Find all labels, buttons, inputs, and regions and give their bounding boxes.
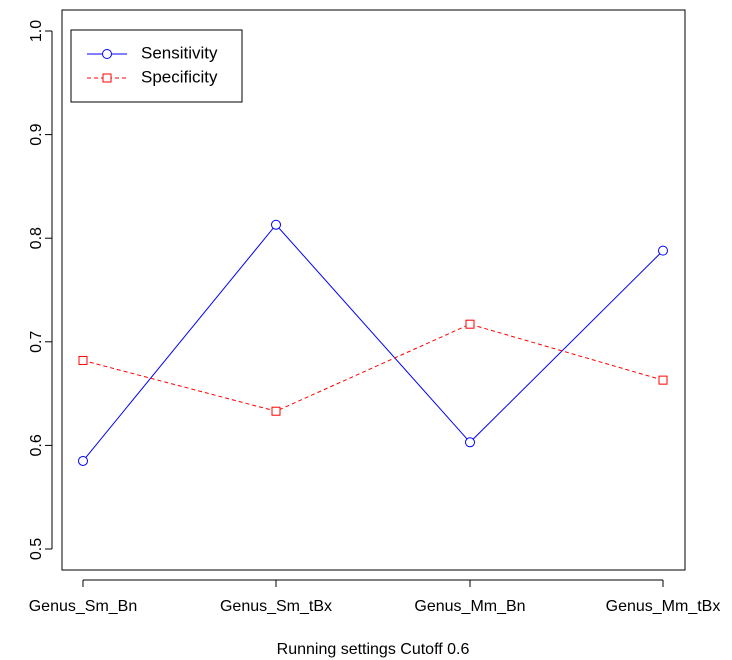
y-tick-label: 0.6 — [28, 434, 45, 456]
x-axis: Genus_Sm_Bn Genus_Sm_tBx Genus_Mm_Bn Genus_… — [29, 579, 721, 615]
y-tick-label: 0.7 — [28, 331, 45, 353]
x-axis-label: Running settings Cutoff 0.6 — [277, 641, 470, 658]
legend: Sensitivity Specificity — [70, 29, 243, 103]
y-tick-label: 0.8 — [28, 227, 45, 249]
data-point — [658, 245, 668, 256]
series-line — [82, 323, 664, 412]
x-tick-label: Genus_Mm_tBx — [606, 598, 721, 615]
data-point — [78, 355, 88, 365]
data-point — [465, 437, 475, 448]
x-tick-label: Genus_Sm_tBx — [220, 598, 332, 615]
legend-label: Sensitivity — [141, 43, 218, 62]
y-tick-label: 0.5 — [28, 538, 45, 560]
y-tick-label: 1.0 — [28, 20, 45, 42]
data-point — [78, 455, 88, 466]
y-tick-label: 0.9 — [28, 123, 45, 145]
legend-marker — [102, 49, 112, 59]
data-point — [271, 406, 281, 416]
data-point — [271, 219, 281, 230]
series-specificity — [78, 319, 668, 416]
legend-entry: Sensitivity — [87, 43, 218, 62]
legend-label: Specificity — [141, 67, 218, 86]
legend-entry: Specificity — [87, 67, 218, 86]
data-point — [658, 375, 668, 385]
x-tick-label: Genus_Sm_Bn — [29, 598, 138, 615]
x-tick-label: Genus_Mm_Bn — [414, 598, 525, 615]
data-point — [465, 319, 475, 329]
series-line — [82, 223, 664, 462]
series-layer — [78, 219, 668, 466]
y-axis: 0.5 0.6 0.7 0.8 0.9 1.0 — [28, 20, 53, 560]
legend-marker — [102, 73, 112, 83]
plot-frame — [61, 9, 686, 571]
legend-box — [70, 29, 243, 103]
series-sensitivity — [78, 219, 668, 466]
